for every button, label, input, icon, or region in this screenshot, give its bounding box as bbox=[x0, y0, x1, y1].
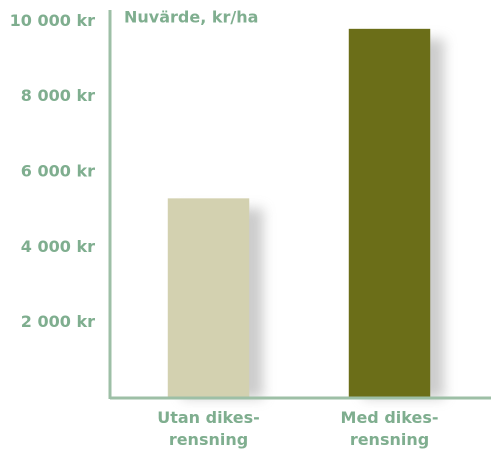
y-tick-label: 6 000 kr bbox=[21, 161, 95, 180]
y-tick-label: 4 000 kr bbox=[21, 237, 95, 256]
y-tick-label: 8 000 kr bbox=[21, 86, 95, 105]
bar bbox=[348, 28, 431, 398]
y-axis-label: Nuvärde, kr/ha bbox=[124, 8, 258, 27]
y-tick-label: 2 000 kr bbox=[21, 312, 95, 331]
x-tick-label: Utan dikes-rensning bbox=[157, 408, 260, 449]
bar bbox=[167, 198, 250, 398]
y-tick-label: 10 000 kr bbox=[10, 11, 95, 30]
x-tick-label: Med dikes-rensning bbox=[341, 408, 439, 449]
